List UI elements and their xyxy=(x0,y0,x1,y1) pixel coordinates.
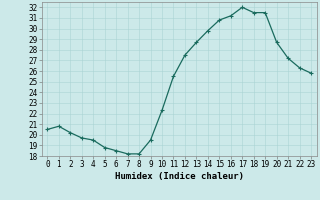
X-axis label: Humidex (Indice chaleur): Humidex (Indice chaleur) xyxy=(115,172,244,181)
